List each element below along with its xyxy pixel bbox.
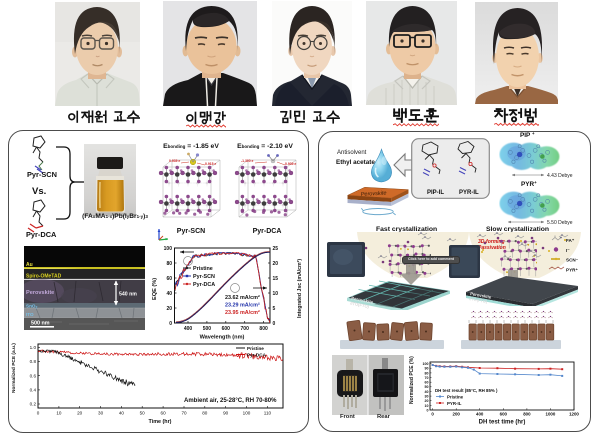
svg-text:60: 60: [425, 381, 429, 385]
svg-text:Pristine: Pristine: [193, 266, 213, 272]
svg-text:Perovskite: Perovskite: [26, 290, 54, 296]
svg-text:DH test result (85°C, RH 85% ): DH test result (85°C, RH 85% ): [435, 388, 498, 393]
svg-text:Normalized PCE (%): Normalized PCE (%): [409, 356, 415, 404]
svg-text:0: 0: [273, 321, 276, 327]
svg-text:PYR⁺: PYR⁺: [566, 268, 578, 273]
svg-text:I⁻: I⁻: [566, 248, 570, 253]
svg-text:Wavelength (nm): Wavelength (nm): [200, 335, 245, 341]
svg-text:400: 400: [476, 412, 484, 417]
svg-text:400: 400: [184, 326, 193, 332]
svg-text:100: 100: [423, 362, 429, 366]
svg-text:PYR-IL: PYR-IL: [459, 190, 479, 196]
svg-text:540 nm: 540 nm: [119, 292, 137, 298]
svg-text:5.50 Debye: 5.50 Debye: [547, 220, 573, 226]
svg-text:Spiro-OMeTAD: Spiro-OMeTAD: [26, 274, 62, 280]
svg-text:15: 15: [273, 276, 279, 282]
svg-text:Pyr-DCA: Pyr-DCA: [26, 230, 57, 239]
svg-text:70: 70: [425, 376, 429, 380]
svg-text:Pristine: Pristine: [447, 395, 464, 400]
svg-text:800: 800: [259, 326, 268, 332]
svg-text:Ambient air, 25-28°C, RH 70-80: Ambient air, 25-28°C, RH 70-80%: [184, 398, 277, 404]
svg-text:500: 500: [203, 326, 212, 332]
svg-text:0.915 e: 0.915 e: [205, 162, 216, 166]
svg-text:700: 700: [241, 326, 250, 332]
svg-text:Integrated J​sc (mA/cm²): Integrated J​sc (mA/cm²): [297, 259, 303, 318]
svg-text:80: 80: [166, 261, 172, 267]
svg-text:20: 20: [273, 261, 279, 267]
svg-text:1.0: 1.0: [30, 345, 37, 350]
svg-text:/ITO(FTO): /ITO(FTO): [469, 296, 489, 304]
svg-text:4.43 Debye: 4.43 Debye: [547, 173, 573, 179]
svg-text:50: 50: [140, 411, 146, 416]
svg-text:Perovskite: Perovskite: [470, 291, 492, 300]
svg-text:30: 30: [425, 395, 429, 399]
svg-text:5: 5: [273, 306, 276, 312]
svg-text:0.6: 0.6: [30, 373, 37, 378]
svg-text:23.29 mA/cm²: 23.29 mA/cm²: [225, 303, 260, 309]
svg-text:10: 10: [273, 291, 279, 297]
svg-text:25: 25: [273, 246, 279, 252]
svg-text:Pyr-DCA: Pyr-DCA: [247, 353, 267, 358]
svg-text:Pyr-SCN: Pyr-SCN: [27, 170, 57, 179]
svg-text:70: 70: [181, 411, 187, 416]
svg-text:100: 100: [164, 246, 173, 252]
svg-text:Pyr-DCA: Pyr-DCA: [193, 282, 215, 288]
svg-text:60: 60: [161, 411, 167, 416]
svg-text:Perovskite: Perovskite: [361, 191, 387, 198]
svg-text:ITO: ITO: [26, 312, 34, 317]
svg-text:23.62 mA/cm²: 23.62 mA/cm²: [225, 295, 260, 301]
svg-text:600: 600: [222, 326, 231, 332]
svg-text:EQE (%): EQE (%): [152, 278, 158, 300]
svg-text:PIP-IL: PIP-IL: [427, 190, 444, 196]
svg-text:FA⁺: FA⁺: [566, 238, 575, 243]
svg-text:20: 20: [77, 411, 83, 416]
svg-text:Time (hr): Time (hr): [149, 419, 172, 425]
svg-text:Pyr-SCN: Pyr-SCN: [193, 274, 215, 280]
svg-text:800: 800: [523, 412, 531, 417]
svg-text:23.95 mA/cm²: 23.95 mA/cm²: [225, 310, 260, 316]
svg-text:Normalized PCE (a.u.): Normalized PCE (a.u.): [11, 343, 17, 393]
svg-text:Au: Au: [26, 262, 33, 268]
svg-text:SnO2: SnO2: [26, 304, 37, 310]
svg-text:/ITO(FTO): /ITO(FTO): [350, 301, 370, 310]
svg-text:10: 10: [56, 411, 62, 416]
svg-text:SCN⁻: SCN⁻: [566, 258, 579, 263]
svg-text:0.939 e: 0.939 e: [285, 162, 296, 166]
svg-text:50: 50: [425, 385, 429, 389]
svg-text:30: 30: [98, 411, 104, 416]
svg-text:0.939 e: 0.939 e: [169, 159, 180, 163]
svg-text:40: 40: [166, 291, 172, 297]
svg-text:80: 80: [202, 411, 208, 416]
svg-text:40: 40: [425, 390, 429, 394]
svg-text:0: 0: [431, 412, 434, 417]
svg-text:10: 10: [425, 404, 429, 408]
svg-text:500 nm: 500 nm: [31, 321, 50, 327]
svg-text:PYR-IL: PYR-IL: [447, 401, 462, 406]
svg-text:0: 0: [37, 411, 40, 416]
svg-text:0.8: 0.8: [30, 359, 37, 364]
svg-text:100: 100: [243, 411, 251, 416]
svg-text:20: 20: [425, 399, 429, 403]
svg-text:600: 600: [500, 412, 508, 417]
svg-text:60: 60: [166, 276, 172, 282]
svg-text:0.2: 0.2: [30, 402, 37, 407]
svg-text:20: 20: [166, 306, 172, 312]
svg-text:1200: 1200: [569, 412, 579, 417]
svg-text:-1.300 e: -1.300 e: [241, 159, 254, 163]
svg-text:DH test time (hr): DH test time (hr): [479, 420, 526, 426]
svg-text:0.4: 0.4: [30, 387, 37, 392]
svg-text:Vs.: Vs.: [32, 186, 46, 197]
svg-text:Perovskite: Perovskite: [351, 296, 374, 305]
svg-text:0: 0: [169, 321, 172, 327]
svg-text:90: 90: [425, 367, 429, 371]
svg-text:0: 0: [427, 408, 429, 412]
svg-text:1000: 1000: [546, 412, 556, 417]
svg-text:90: 90: [223, 411, 229, 416]
svg-text:Pristine: Pristine: [247, 346, 264, 351]
svg-text:80: 80: [425, 371, 429, 375]
svg-text:110: 110: [264, 411, 272, 416]
svg-text:200: 200: [453, 412, 461, 417]
svg-text:40: 40: [119, 411, 125, 416]
